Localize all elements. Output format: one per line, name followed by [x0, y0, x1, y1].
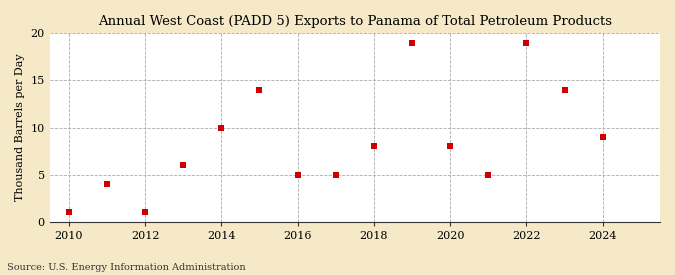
- Point: [521, 40, 532, 45]
- Point: [597, 135, 608, 139]
- Point: [178, 163, 188, 167]
- Point: [330, 172, 341, 177]
- Point: [216, 125, 227, 130]
- Point: [140, 210, 151, 214]
- Point: [559, 88, 570, 92]
- Point: [101, 182, 112, 186]
- Point: [63, 210, 74, 214]
- Point: [483, 172, 493, 177]
- Point: [254, 88, 265, 92]
- Title: Annual West Coast (PADD 5) Exports to Panama of Total Petroleum Products: Annual West Coast (PADD 5) Exports to Pa…: [98, 15, 612, 28]
- Point: [406, 40, 417, 45]
- Point: [292, 172, 303, 177]
- Text: Source: U.S. Energy Information Administration: Source: U.S. Energy Information Administ…: [7, 263, 246, 272]
- Point: [445, 144, 456, 148]
- Y-axis label: Thousand Barrels per Day: Thousand Barrels per Day: [15, 54, 25, 201]
- Point: [369, 144, 379, 148]
